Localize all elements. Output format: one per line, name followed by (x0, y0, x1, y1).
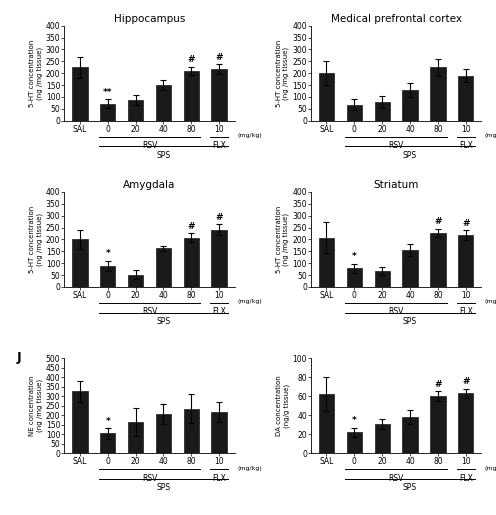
Text: (mg/kg): (mg/kg) (238, 299, 263, 304)
Bar (156, 414, 171, 453)
Text: FLX: FLX (212, 474, 226, 483)
Bar (211, 69, 227, 121)
Text: #: # (434, 217, 441, 226)
Bar (128, 274, 143, 287)
Text: #: # (215, 53, 223, 62)
Bar (374, 424, 390, 453)
Text: (mg/kg): (mg/kg) (485, 299, 496, 304)
Y-axis label: 5-HT concentration
(ng /mg tissue): 5-HT concentration (ng /mg tissue) (276, 206, 290, 273)
Bar (184, 71, 199, 121)
Bar (402, 250, 418, 287)
Bar (430, 233, 445, 287)
Text: #: # (187, 55, 195, 64)
Text: (mg/kg): (mg/kg) (238, 466, 263, 471)
Text: FLX: FLX (459, 307, 473, 316)
Text: SPS: SPS (403, 483, 417, 492)
Bar (319, 394, 334, 453)
Bar (72, 391, 87, 453)
Bar (156, 249, 171, 287)
Bar (374, 271, 390, 287)
Title: Medical prefrontal cortex: Medical prefrontal cortex (331, 13, 462, 24)
Text: (mg/kg): (mg/kg) (485, 133, 496, 138)
Y-axis label: 5-HT concentration
(ng /mg tissue): 5-HT concentration (ng /mg tissue) (29, 206, 43, 273)
Text: RSV: RSV (142, 474, 157, 483)
Bar (319, 73, 334, 121)
Bar (128, 422, 143, 453)
Text: #: # (434, 380, 441, 389)
Text: FLX: FLX (212, 141, 226, 150)
Bar (128, 100, 143, 121)
Bar (72, 239, 87, 287)
Bar (184, 237, 199, 287)
Title: Striatum: Striatum (373, 180, 419, 190)
Text: (mg/kg): (mg/kg) (485, 466, 496, 471)
Bar (184, 408, 199, 453)
Bar (430, 67, 445, 121)
Bar (458, 393, 473, 453)
Text: RSV: RSV (142, 307, 157, 316)
Text: #: # (187, 222, 195, 231)
Bar (347, 432, 362, 453)
Text: J: J (17, 351, 21, 364)
Text: SPS: SPS (156, 317, 171, 326)
Bar (374, 102, 390, 121)
Bar (402, 90, 418, 121)
Text: SPS: SPS (156, 151, 171, 160)
Text: FLX: FLX (459, 141, 473, 150)
Text: *: * (105, 249, 110, 259)
Text: RSV: RSV (388, 474, 404, 483)
Text: #: # (462, 377, 470, 386)
Title: Amygdala: Amygdala (124, 180, 176, 190)
Bar (347, 268, 362, 287)
Text: RSV: RSV (388, 141, 404, 150)
Text: #: # (462, 219, 470, 228)
Text: SPS: SPS (403, 317, 417, 326)
Text: *: * (352, 252, 357, 261)
Bar (100, 104, 116, 121)
Bar (347, 105, 362, 121)
Bar (458, 76, 473, 121)
Text: SPS: SPS (403, 151, 417, 160)
Y-axis label: NE concentration
(ng /mg tissue): NE concentration (ng /mg tissue) (29, 375, 43, 436)
Bar (458, 235, 473, 287)
Bar (430, 396, 445, 453)
Text: SPS: SPS (156, 483, 171, 492)
Text: RSV: RSV (388, 307, 404, 316)
Y-axis label: DA concentration
(ng/g tissue): DA concentration (ng/g tissue) (276, 375, 290, 436)
Title: Hippocampus: Hippocampus (114, 13, 185, 24)
Bar (319, 237, 334, 287)
Bar (402, 417, 418, 453)
Bar (211, 230, 227, 287)
Text: RSV: RSV (142, 141, 157, 150)
Bar (156, 85, 171, 121)
Bar (211, 412, 227, 453)
Bar (100, 266, 116, 287)
Text: *: * (105, 417, 110, 425)
Text: FLX: FLX (459, 474, 473, 483)
Text: (mg/kg): (mg/kg) (238, 133, 263, 138)
Text: **: ** (103, 88, 113, 97)
Bar (100, 433, 116, 453)
Text: FLX: FLX (212, 307, 226, 316)
Bar (72, 67, 87, 121)
Text: #: # (215, 213, 223, 222)
Y-axis label: 5-HT concentration
(ng /mg tissue): 5-HT concentration (ng /mg tissue) (29, 40, 43, 107)
Text: *: * (352, 416, 357, 425)
Y-axis label: 5-HT concentration
(ng /mg tissue): 5-HT concentration (ng /mg tissue) (276, 40, 290, 107)
